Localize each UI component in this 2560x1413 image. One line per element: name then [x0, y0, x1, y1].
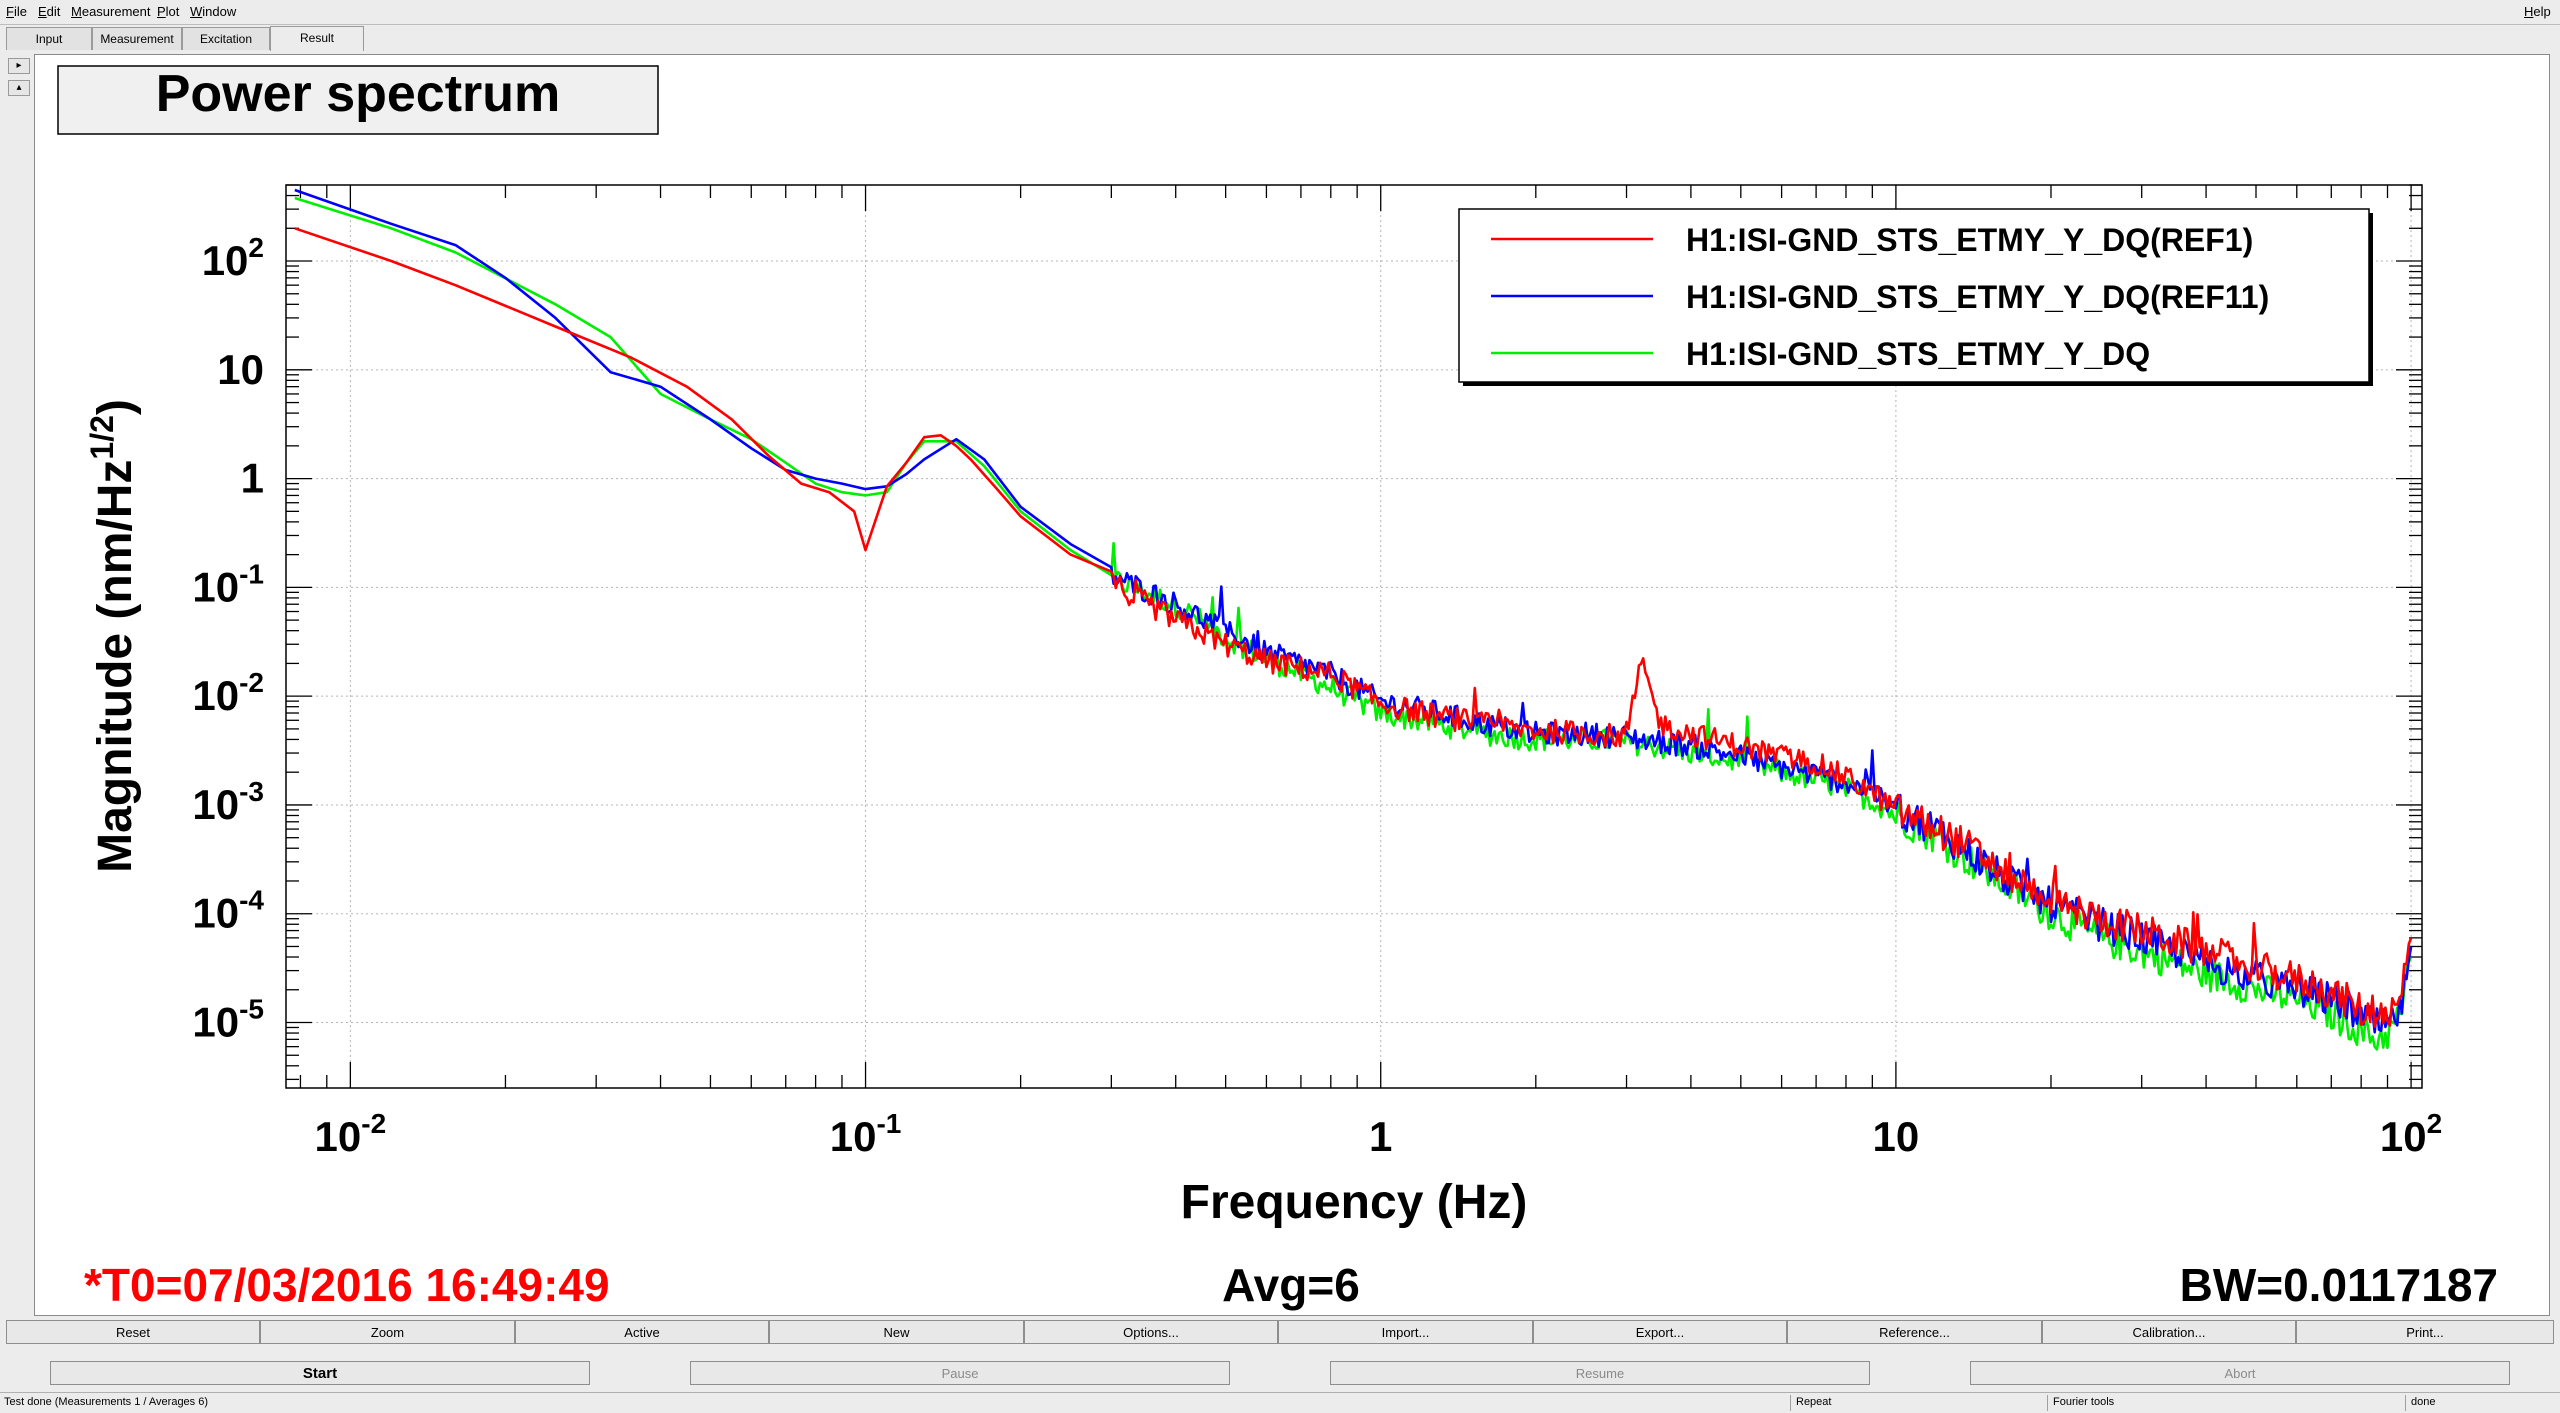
- title-box: Power spectrum: [57, 65, 659, 135]
- averages-readout: Avg=6: [1222, 1259, 1360, 1311]
- x-tick-label: 10: [1873, 1113, 1920, 1160]
- y-tick-label: 10: [217, 346, 264, 393]
- x-tick-labels: 10-2 10-1 1 10 102: [315, 1108, 2443, 1160]
- reference-button[interactable]: Reference...: [1787, 1320, 2042, 1344]
- export-button[interactable]: Export...: [1533, 1320, 1787, 1344]
- x-tick-label: 10-1: [830, 1108, 902, 1160]
- series-line-1: [294, 227, 2413, 1028]
- x-tick-label: 10-2: [315, 1108, 387, 1160]
- legend: H1:ISI-GND_STS_ETMY_Y_DQ(REF1) H1:ISI-GND…: [1458, 208, 2373, 386]
- legend-label: H1:ISI-GND_STS_ETMY_Y_DQ(REF11): [1686, 279, 2269, 315]
- axis-ticks: [286, 184, 2422, 1088]
- plot-toolbar: Reset Zoom Active New Options... Import.…: [0, 1320, 2560, 1348]
- start-button[interactable]: Start: [50, 1361, 590, 1385]
- collapse-up-icon[interactable]: ▴: [8, 80, 30, 96]
- series-group: [294, 188, 2413, 1051]
- reset-button[interactable]: Reset: [6, 1320, 260, 1344]
- resume-button[interactable]: Resume: [1330, 1361, 1870, 1385]
- svg-text:Magnitude (nm/Hz1/2): Magnitude (nm/Hz1/2): [84, 399, 142, 873]
- menu-window[interactable]: Window: [190, 4, 237, 19]
- abort-button[interactable]: Abort: [1970, 1361, 2510, 1385]
- print-button[interactable]: Print...: [2296, 1320, 2554, 1344]
- zoom-button[interactable]: Zoom: [260, 1320, 515, 1344]
- y-axis-label: Magnitude (nm/Hz1/2): [84, 399, 142, 873]
- bandwidth-readout: BW=0.0117187: [2180, 1259, 2498, 1311]
- plot-panel[interactable]: Power spectrum 10-2 10-1 1 10 102 102 10 1 10-1…: [34, 54, 2550, 1316]
- y-tick-label: 10-2: [192, 667, 264, 719]
- t0-timestamp: *T0=07/03/2016 16:49:49: [84, 1259, 610, 1311]
- menu-help[interactable]: Help: [2524, 4, 2551, 19]
- grid-lines: [286, 185, 2422, 1088]
- y-tick-label: 10-5: [192, 994, 264, 1046]
- tab-result[interactable]: Result: [270, 26, 364, 51]
- tab-excitation[interactable]: Excitation: [182, 27, 270, 50]
- legend-label: H1:ISI-GND_STS_ETMY_Y_DQ(REF1): [1686, 222, 2253, 258]
- calibration-button[interactable]: Calibration...: [2042, 1320, 2296, 1344]
- menu-plot[interactable]: Plot: [157, 4, 180, 19]
- y-tick-labels: 102 10 1 10-1 10-2 10-3 10-4 10-5: [192, 232, 264, 1045]
- plot-title: Power spectrum: [156, 65, 561, 123]
- menu-bar: File Edit Measurement Plot Window Help: [0, 0, 2560, 25]
- x-tick-label: 1: [1369, 1113, 1392, 1160]
- tab-bar: Input Measurement Excitation Result: [0, 26, 400, 52]
- tab-input[interactable]: Input: [6, 27, 92, 50]
- status-repeat: Repeat: [1796, 1396, 1832, 1408]
- x-axis-label: Frequency (Hz): [1181, 1176, 1528, 1229]
- y-tick-label: 1: [241, 455, 264, 502]
- new-button[interactable]: New: [769, 1320, 1024, 1344]
- y-tick-label: 10-4: [192, 885, 264, 937]
- pause-button[interactable]: Pause: [690, 1361, 1230, 1385]
- menu-file[interactable]: File: [6, 4, 27, 19]
- expand-right-icon[interactable]: ▸: [8, 58, 30, 74]
- plot-frame: [285, 184, 2423, 1089]
- tab-measurement[interactable]: Measurement: [92, 27, 182, 50]
- y-tick-label: 10-3: [192, 776, 264, 828]
- menu-edit[interactable]: Edit: [38, 4, 61, 19]
- x-tick-label: 102: [2380, 1108, 2442, 1160]
- active-button[interactable]: Active: [515, 1320, 769, 1344]
- series-line-2: [294, 188, 2413, 1034]
- status-message: Test done (Measurements 1 / Averages 6): [4, 1396, 209, 1408]
- status-bar: Test done (Measurements 1 / Averages 6) …: [0, 1392, 2560, 1413]
- legend-label: H1:ISI-GND_STS_ETMY_Y_DQ: [1686, 336, 2150, 372]
- options-button[interactable]: Options...: [1024, 1320, 1278, 1344]
- import-button[interactable]: Import...: [1278, 1320, 1533, 1344]
- menu-measurement[interactable]: Measurement: [71, 4, 151, 19]
- run-controls: Start Pause Resume Abort: [0, 1361, 2560, 1389]
- y-tick-label: 10-1: [192, 558, 264, 610]
- y-tick-label: 102: [202, 232, 264, 284]
- status-state: done: [2411, 1396, 2436, 1408]
- panel-arrows: ▸ ▴: [8, 58, 30, 102]
- status-tools: Fourier tools: [2053, 1396, 2115, 1408]
